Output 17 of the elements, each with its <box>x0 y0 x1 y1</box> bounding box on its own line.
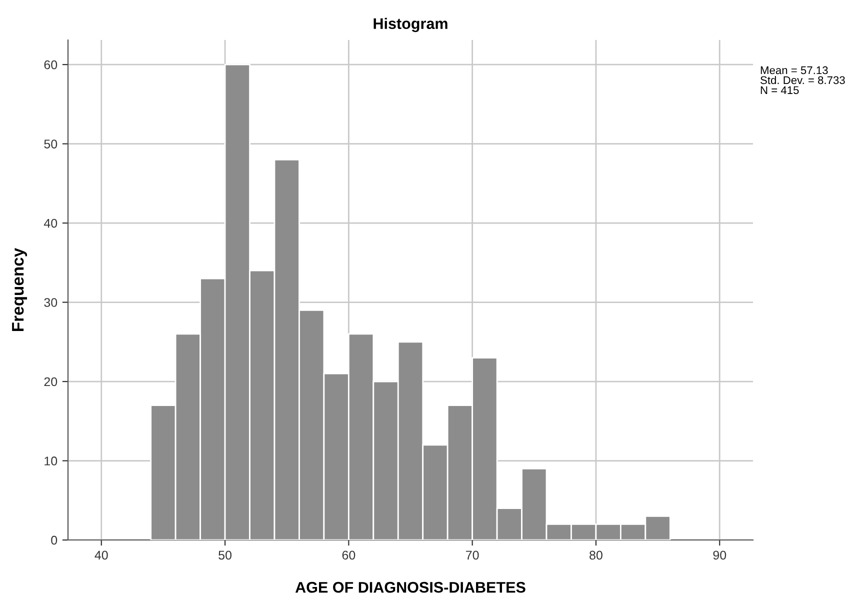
x-tick-label: 90 <box>713 550 726 560</box>
x-tick-label: 40 <box>94 550 108 560</box>
x-axis-title: AGE OF DIAGNOSIS-DIABETES <box>295 582 526 593</box>
y-tick-label: 60 <box>44 60 58 70</box>
y-tick-label: 50 <box>44 140 58 148</box>
y-tick-label: 20 <box>44 377 58 386</box>
y-tick-label: 30 <box>44 298 58 307</box>
x-tick-label: 60 <box>342 550 356 560</box>
x-tick-label: 80 <box>590 550 602 560</box>
chart-title: Histogram <box>374 18 448 32</box>
y-tick-label: 40 <box>44 218 58 228</box>
y-tick-label: 0 <box>51 536 58 545</box>
x-tick-label: 70 <box>466 550 479 560</box>
x-tick-label: 50 <box>218 550 232 560</box>
text: Mean = 57.13 Std. Dev. = 8.733 N = 415 <box>760 66 845 94</box>
y-axis-title: Frequency <box>12 248 28 332</box>
y-tick-label: 10 <box>44 456 58 466</box>
